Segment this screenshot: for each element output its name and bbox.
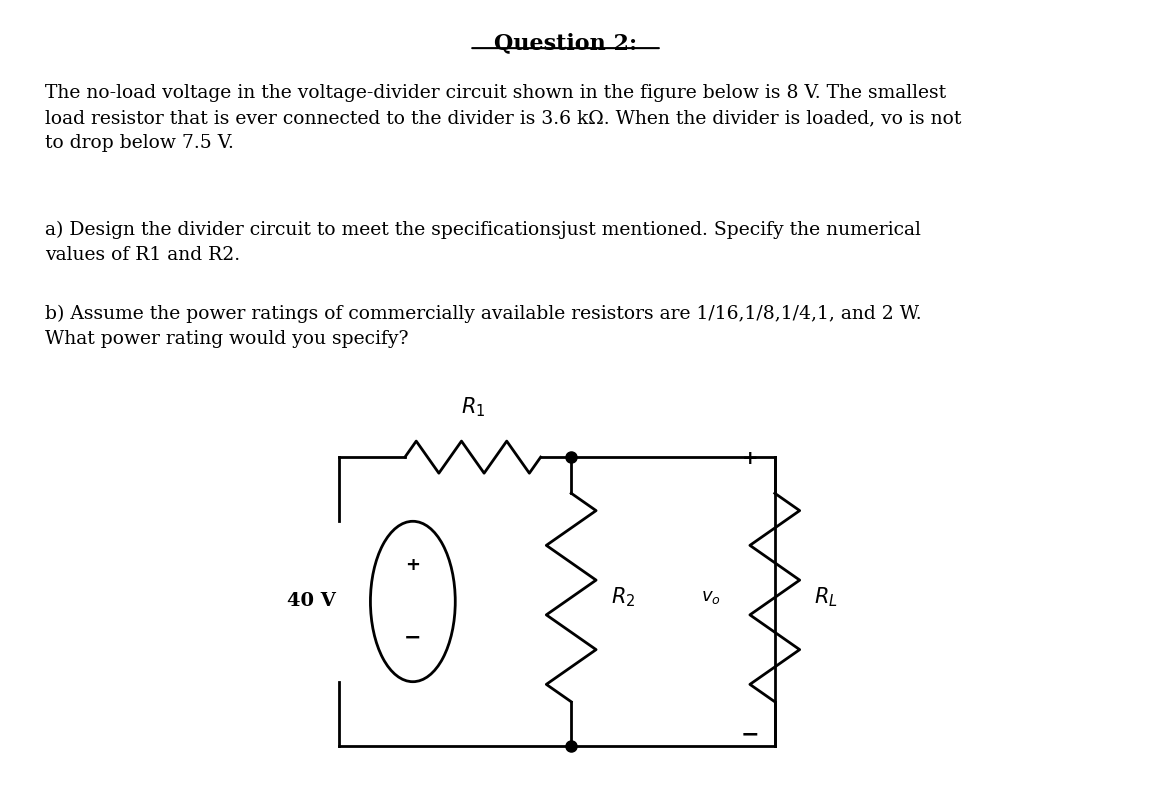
Text: $R_2$: $R_2$ [610, 585, 635, 610]
Text: +: + [742, 448, 758, 468]
Text: $R_1$: $R_1$ [460, 395, 485, 419]
Text: $R_L$: $R_L$ [815, 585, 838, 610]
Text: b) Assume the power ratings of commercially available resistors are 1/16,1/8,1/4: b) Assume the power ratings of commercia… [46, 305, 922, 348]
Text: −: − [404, 628, 421, 647]
Text: $v_o$: $v_o$ [701, 589, 721, 606]
Text: The no-load voltage in the voltage-divider circuit shown in the figure below is : The no-load voltage in the voltage-divid… [46, 84, 962, 152]
Text: 40 V: 40 V [288, 593, 336, 610]
Text: Question 2:: Question 2: [494, 32, 637, 54]
Text: a) Design the divider circuit to meet the specificationsjust mentioned. Specify : a) Design the divider circuit to meet th… [46, 221, 922, 264]
Text: −: − [741, 724, 760, 744]
Text: +: + [405, 557, 420, 574]
